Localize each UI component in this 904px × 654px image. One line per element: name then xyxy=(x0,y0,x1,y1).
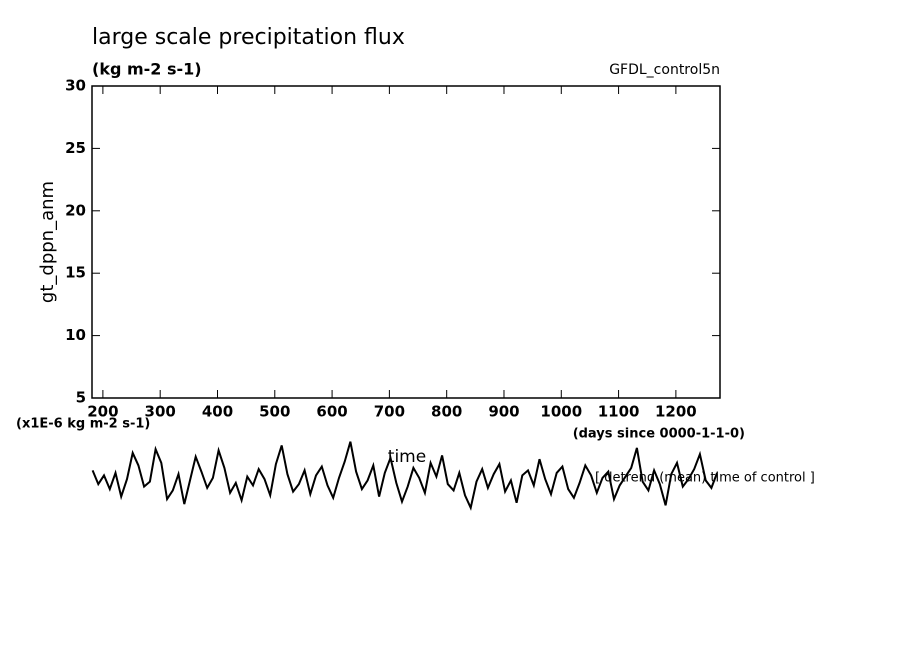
y-tick-label: 20 xyxy=(65,201,86,219)
x-tick-label: 1100 xyxy=(598,403,640,421)
x-tick-label: 500 xyxy=(259,403,290,421)
x-tick-label: 300 xyxy=(145,403,176,421)
x-unit-label: (days since 0000-1-1-0) xyxy=(573,427,745,442)
y-tick-label: 10 xyxy=(65,326,86,344)
y-tick-label: 30 xyxy=(65,77,86,95)
x-tick-label: 1200 xyxy=(655,403,697,421)
x-tick-label: 800 xyxy=(431,403,462,421)
x-tick-label: 700 xyxy=(374,403,405,421)
chart-title: large scale precipitation flux xyxy=(92,25,405,50)
chart-subtitle: (kg m-2 s-1) xyxy=(92,60,202,79)
y-axis-label: gt_dppn_anm xyxy=(37,181,58,303)
source-label: GFDL_control5n xyxy=(609,62,720,78)
y-tick-label: 5 xyxy=(76,389,86,407)
x-tick-label: 900 xyxy=(488,403,519,421)
x-tick-label: 1000 xyxy=(540,403,582,421)
plot-frame xyxy=(91,85,721,399)
data-line xyxy=(91,441,719,511)
y-tick-label: 25 xyxy=(65,139,86,157)
x-tick-label: 600 xyxy=(316,403,347,421)
x-tick-label: 400 xyxy=(202,403,233,421)
x-axis-label: time xyxy=(388,447,426,467)
y-tick-label: 15 xyxy=(65,264,86,282)
x-tick-label: 200 xyxy=(87,403,118,421)
y-unit-label: (x1E-6 kg m-2 s-1) xyxy=(16,417,150,432)
